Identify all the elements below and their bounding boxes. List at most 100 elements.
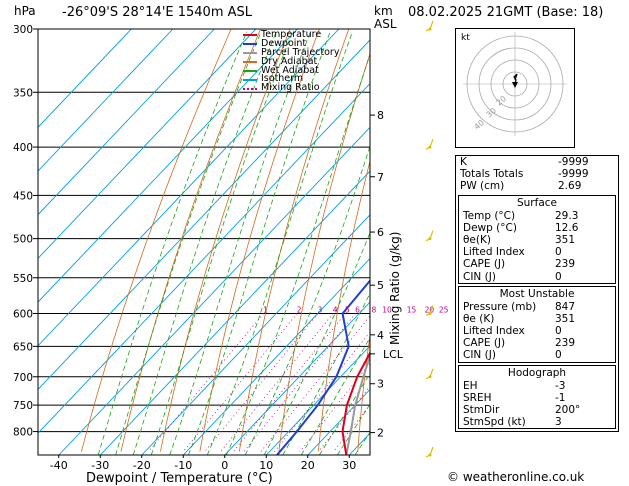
- index-row: CAPE (J) 239: [459, 258, 615, 270]
- pressure-tick-label: 550: [13, 273, 33, 285]
- index-row: Dewp (°C) 12.6: [459, 222, 615, 234]
- wet-adiabat-line: [169, 31, 311, 455]
- index-label: CAPE (J): [463, 337, 506, 350]
- index-value: -1: [555, 391, 566, 404]
- index-value: 200°: [555, 404, 581, 416]
- chart-legend: Temperature Dewpoint Parcel Trajectory Dry …: [243, 30, 340, 93]
- index-value: -9999: [558, 156, 589, 168]
- dewpoint-profile-line: [276, 279, 370, 455]
- index-value: 3: [555, 416, 562, 429]
- index-row: Lifted Index 0: [459, 246, 615, 258]
- most-unstable-title: Most Unstable: [499, 287, 575, 300]
- mixing-ratio-label: 6: [355, 305, 360, 314]
- index-value: 0: [555, 349, 562, 362]
- pressure-tick-label: 800: [13, 427, 33, 439]
- mixing-ratio-line: [232, 313, 346, 452]
- legend-label: Parcel Trajectory: [261, 46, 340, 58]
- wind-barb-dot: [428, 453, 432, 457]
- index-label: Lifted Index: [463, 246, 525, 259]
- index-value: 0: [555, 246, 562, 259]
- hodograph-unit: kt: [461, 33, 470, 43]
- index-label: K: [460, 156, 467, 168]
- temperature-tick-label: -20: [133, 459, 151, 472]
- pressure-tick-label: 300: [13, 24, 33, 36]
- index-label: θe (K): [463, 312, 495, 325]
- km-unit-label: km: [374, 4, 393, 18]
- dry-adiabat-line: [199, 29, 320, 452]
- x-axis-label: Dewpoint / Temperature (°C): [86, 471, 273, 486]
- pressure-unit-label: hPa: [14, 4, 36, 18]
- index-value: 2.69: [558, 180, 582, 193]
- index-label: PW (cm): [460, 180, 505, 193]
- index-label: θe(K): [463, 233, 491, 246]
- wet-adiabat-line: [206, 31, 353, 455]
- mixing-ratio-label: 1: [263, 305, 268, 314]
- index-value: -3: [555, 379, 566, 392]
- mixing-ratio-label: 2: [297, 305, 302, 314]
- isotherm-line: [38, 29, 257, 260]
- dry-adiabat-line: [239, 29, 350, 452]
- wet-adiabat-line: [244, 145, 370, 455]
- dry-adiabat-line: [120, 29, 261, 452]
- index-label: EH: [463, 379, 478, 392]
- legend-swatch: [243, 43, 257, 46]
- mixing-ratio-line: [243, 313, 356, 452]
- legend-swatch: [243, 87, 257, 90]
- wet-adiabat-line: [97, 31, 248, 455]
- index-label: CIN (J): [463, 349, 496, 362]
- km-tick-label: 6: [377, 226, 384, 239]
- wet-adiabat-line: [150, 31, 293, 455]
- index-value: 0: [555, 270, 562, 283]
- indices-top-rows: K -9999 Totals Totals -9999 PW (cm) 2.69: [456, 156, 618, 193]
- legend-swatch: [243, 70, 257, 72]
- mixing-ratio-label: 20: [425, 305, 435, 314]
- legend-item: Isotherm: [243, 74, 339, 84]
- index-row: StmDir 200°: [459, 404, 615, 416]
- most-unstable-section: Most Unstable Pressure (mb) 847 θe (K) 351 L…: [458, 285, 616, 363]
- isotherm-line: [38, 29, 132, 128]
- pressure-tick-label: 600: [13, 308, 33, 320]
- index-label: CIN (J): [463, 270, 496, 283]
- surface-title: Surface: [516, 196, 557, 209]
- mixing-ratio-label: 25: [439, 305, 449, 314]
- wind-barb-dot: [428, 311, 432, 315]
- index-row: Lifted Index 0: [459, 325, 615, 337]
- legend-swatch: [243, 34, 257, 37]
- isotherm-line: [224, 301, 370, 455]
- index-value: 351: [555, 233, 576, 246]
- index-label: StmDir: [463, 404, 500, 416]
- index-value: 351: [555, 312, 576, 325]
- mixing-ratio-line: [204, 313, 319, 452]
- legend-label: Dewpoint: [261, 37, 307, 49]
- legend-swatch: [243, 52, 257, 55]
- asl-unit-label: ASL: [374, 17, 397, 31]
- wet-adiabat-line: [263, 231, 370, 455]
- location-title: -26°09'S 28°14'E 1540m ASL: [62, 5, 253, 20]
- wind-barb-dot: [428, 237, 432, 241]
- legend-item: Wet Adiabat: [243, 64, 339, 76]
- pressure-tick-label: 400: [13, 142, 33, 154]
- index-row: StmSpd (kt) 3: [459, 416, 615, 428]
- pressure-tick-label: 350: [13, 87, 33, 99]
- temperature-tick-label: 10: [259, 459, 273, 472]
- legend-label: Wet Adiabat: [261, 64, 319, 76]
- legend-item: Dry Adiabat: [243, 56, 339, 67]
- indices-table: K -9999 Totals Totals -9999 PW (cm) 2.69 Surf…: [455, 155, 619, 433]
- mixing-ratio-axis-label: Mixing Ratio (g/kg): [388, 231, 402, 345]
- index-row: θe(K) 351: [459, 234, 615, 246]
- hodograph-section: Hodograph EH -3 SREH -1 StmDir 200° StmSpd (kt…: [458, 364, 616, 430]
- pressure-tick-label: 750: [13, 400, 33, 412]
- km-tick-label: 4: [377, 329, 384, 342]
- km-tick-label: 7: [377, 171, 384, 184]
- isotherm-line: [38, 39, 370, 391]
- pressure-tick-label: 650: [13, 341, 33, 353]
- index-label: Temp (°C): [463, 209, 516, 222]
- temperature-tick-label: -30: [91, 459, 109, 472]
- surface-section: Surface Temp (°C) 29.3 Dewp (°C) 12.6 θe(K) 3…: [458, 194, 616, 284]
- temperature-tick-label: 30: [342, 459, 356, 472]
- legend-swatch: [243, 61, 257, 64]
- wet-adiabat-line: [225, 53, 370, 455]
- index-row: SREH -1: [459, 392, 615, 404]
- wind-barb-dot: [428, 145, 432, 149]
- hodograph-plot: kt 40 30 20: [455, 28, 575, 148]
